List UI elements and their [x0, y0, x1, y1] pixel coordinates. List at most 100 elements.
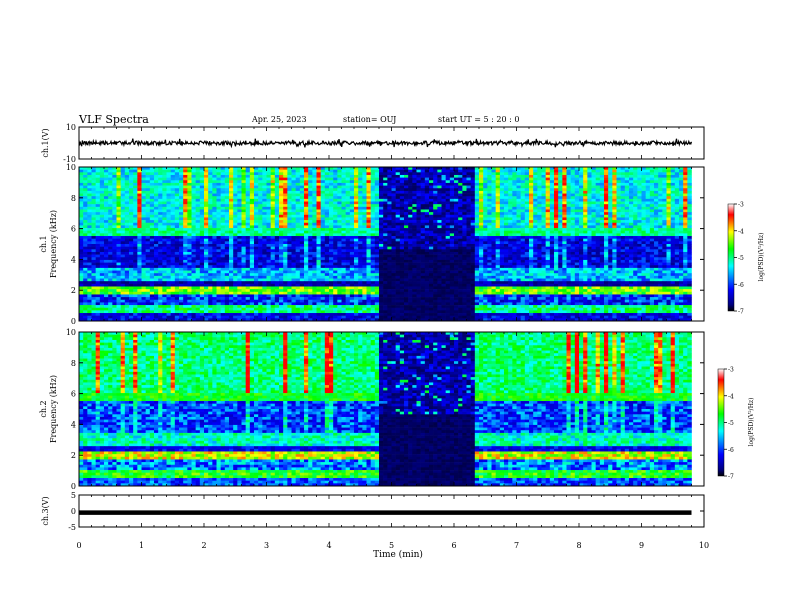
spectrogram-cell: [470, 212, 476, 216]
spectrogram-cell: [379, 190, 384, 194]
spectrogram-cell: [366, 188, 371, 192]
spectrogram-cell: [674, 233, 680, 237]
spectrogram-cell: [362, 217, 367, 221]
spectrogram-cell: [233, 193, 238, 197]
spectrogram-cell: [504, 185, 509, 189]
spectrogram-cell: [233, 214, 238, 218]
spectrogram-cell: [649, 206, 655, 210]
spectrogram-cell: [545, 190, 551, 194]
spectrogram-cell: [266, 225, 271, 229]
spectrogram-cell: [558, 228, 563, 232]
spectrogram-cell: [495, 201, 501, 205]
spectrogram-cell: [279, 214, 284, 218]
spectrogram-cell: [462, 188, 467, 192]
spectrogram-cell: [229, 196, 234, 200]
spectrogram-cell: [237, 185, 242, 189]
spectrogram-cell: [524, 177, 530, 181]
spectrogram-cell: [170, 196, 176, 200]
spectrogram-cell: [466, 190, 471, 194]
spectrogram-cell: [320, 241, 326, 245]
spectrogram-cell: [337, 209, 342, 213]
spectrogram-cell: [274, 230, 280, 234]
spectrogram-cell: [637, 220, 642, 224]
spectrogram-cell: [395, 193, 401, 197]
ch1-waveform-trace: [78, 138, 693, 149]
spectrogram-cell: [495, 206, 501, 210]
spectrogram-cell: [608, 225, 613, 229]
spectrogram-cell: [445, 214, 451, 218]
spectrogram-cell: [345, 174, 351, 178]
spectrogram-cell: [574, 172, 580, 176]
spectrogram-cell: [179, 201, 184, 205]
spectrogram-cell: [141, 193, 146, 197]
spectrogram-cell: [237, 233, 242, 237]
spectrogram-cell: [320, 180, 326, 184]
spectrogram-cell: [520, 212, 526, 216]
spectrogram-cell: [133, 222, 138, 226]
spectrogram-cell: [504, 244, 509, 247]
spectrogram-cell: [224, 169, 230, 173]
spectrogram-cell: [345, 206, 351, 210]
spectrogram-cell: [345, 217, 351, 221]
spectrogram-cell: [183, 196, 188, 200]
spectrogram-cell: [204, 193, 209, 197]
spectrogram-cell: [608, 241, 613, 245]
spectrogram-cell: [129, 188, 134, 192]
spectrogram-cell: [229, 167, 234, 170]
spectrogram-cell: [391, 246, 396, 250]
spectrogram-cell: [279, 180, 284, 184]
spectrogram-cell: [504, 182, 509, 186]
spectrogram-cell: [162, 169, 167, 173]
spectrogram-cell: [674, 222, 680, 226]
spectrogram-cell: [620, 251, 626, 255]
spectrogram-cell: [612, 172, 617, 176]
spectrogram-cell: [529, 212, 534, 216]
spectrogram-cell: [245, 241, 251, 245]
spectrogram-cell: [104, 217, 109, 221]
spectrogram-cell: [287, 204, 292, 208]
spectrogram-cell: [499, 249, 505, 253]
spectrogram-cell: [379, 217, 384, 221]
spectrogram-cell: [587, 185, 592, 189]
spectrogram-cell: [308, 190, 313, 194]
spectrogram-cell: [299, 233, 305, 237]
spectrogram-cell: [670, 212, 676, 216]
spectrogram-cell: [391, 236, 396, 239]
spectrogram-cell: [399, 201, 405, 205]
spectrogram-cell: [179, 233, 184, 237]
spectrogram-cell: [337, 201, 342, 205]
spectrogram-cell: [574, 228, 580, 232]
spectrogram-cell: [616, 193, 621, 197]
spectrogram-cell: [612, 228, 617, 232]
spectrogram-cell: [466, 177, 471, 181]
spectrogram-cell: [262, 190, 267, 194]
spectrogram-cell: [283, 238, 288, 242]
spectrogram-cell: [445, 217, 451, 221]
spectrogram-cell: [95, 169, 101, 173]
spectrogram-cell: [199, 209, 205, 213]
spectrogram-cell: [649, 177, 655, 181]
spectrogram-cell: [316, 204, 321, 208]
spectrogram-cell: [91, 204, 96, 208]
spectrogram-cell: [487, 185, 492, 189]
spectrogram-cell: [412, 225, 417, 229]
spectrogram-cell: [341, 225, 346, 229]
spectrogram-cell: [91, 217, 96, 221]
spectrogram-cell: [345, 241, 351, 245]
spectrogram-cell: [108, 198, 113, 202]
spectrogram-cell: [337, 196, 342, 200]
spectrogram-cell: [624, 251, 630, 255]
spectrogram-cell: [312, 220, 317, 224]
spectrogram-cell: [287, 190, 292, 194]
spectrogram-cell: [537, 251, 542, 255]
spectrogram-cell: [687, 174, 692, 178]
spectrogram-cell: [208, 201, 213, 205]
spectrogram-cell: [224, 193, 230, 197]
spectrogram-cell: [654, 188, 659, 192]
spectrogram-cell: [404, 196, 409, 200]
spectrogram-cell: [266, 246, 271, 250]
spectrogram-cell: [274, 233, 280, 237]
spectrogram-cell: [687, 196, 692, 200]
spectrogram-cell: [529, 167, 534, 170]
spectrogram-cell: [566, 225, 571, 229]
